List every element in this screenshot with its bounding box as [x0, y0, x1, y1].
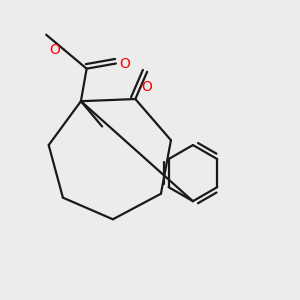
Text: O: O — [142, 80, 153, 94]
Text: O: O — [119, 56, 130, 70]
Text: O: O — [50, 43, 61, 57]
